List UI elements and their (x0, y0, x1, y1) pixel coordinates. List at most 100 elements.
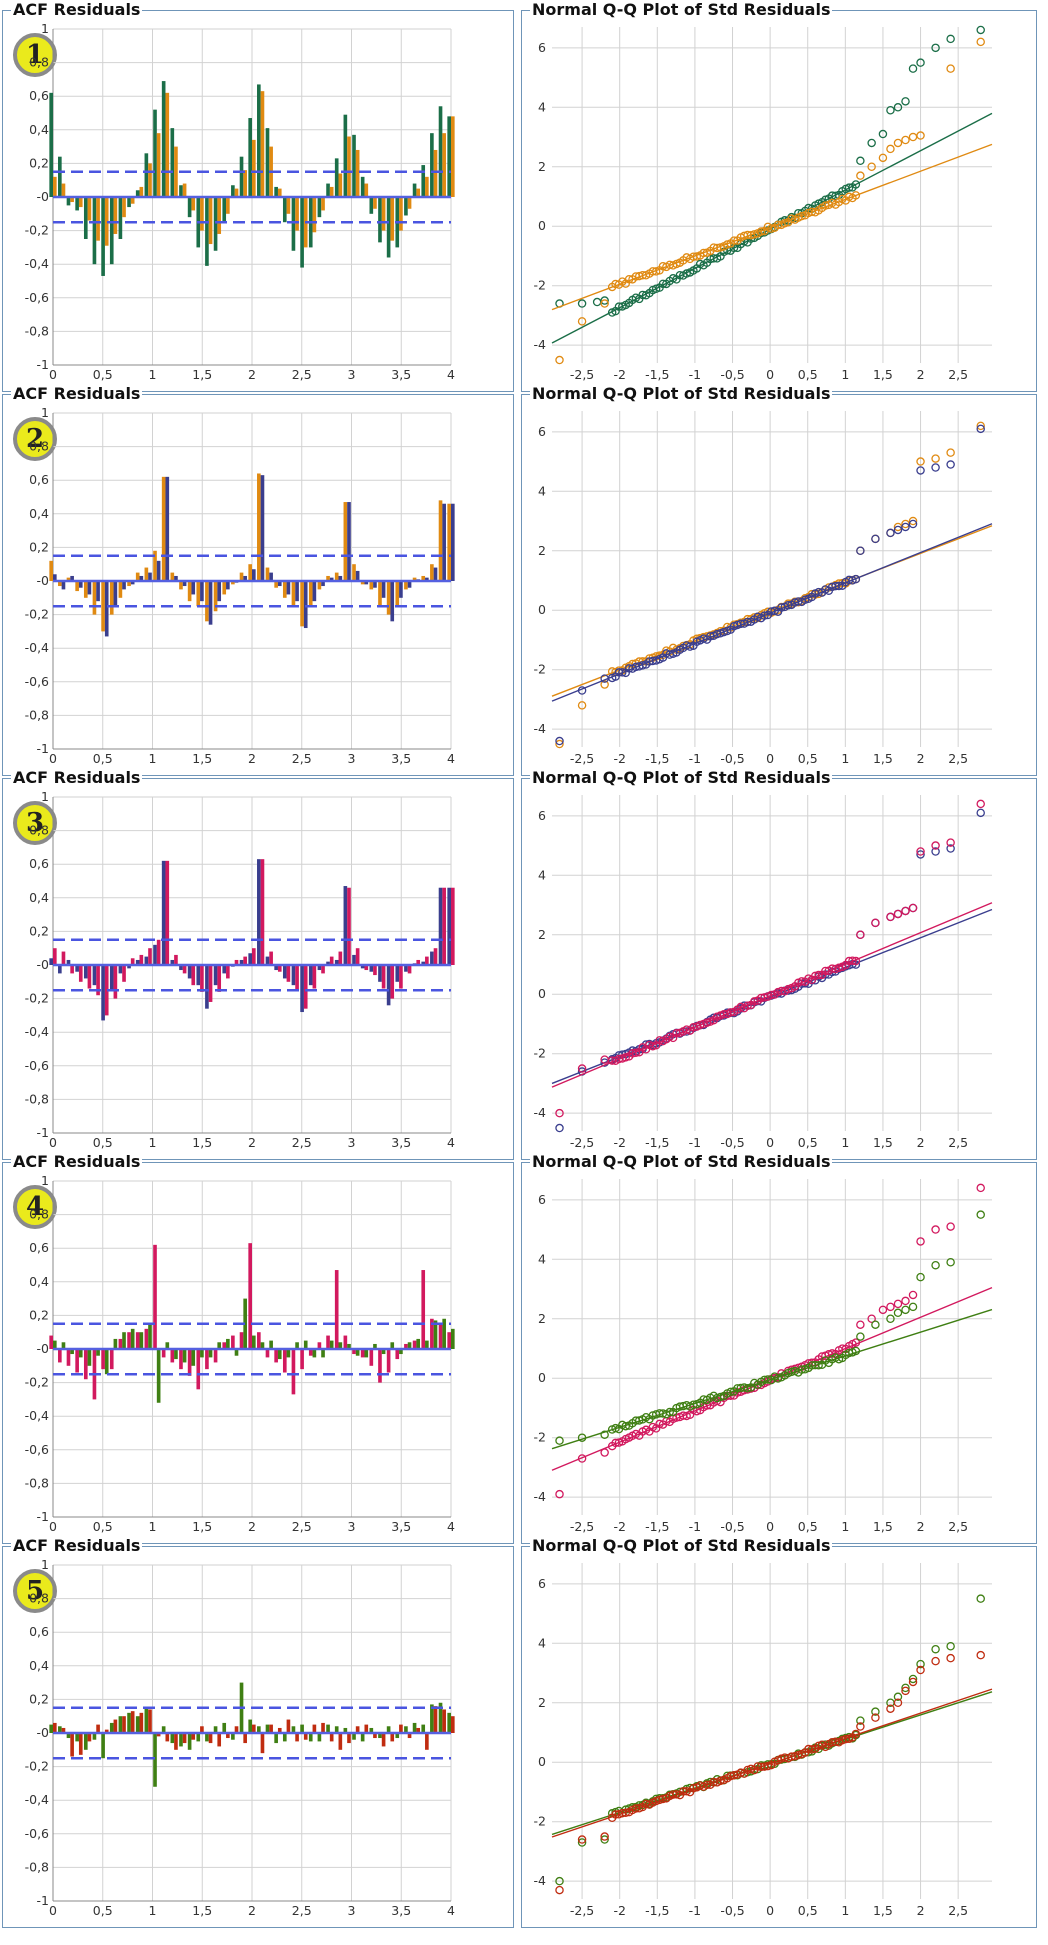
x-tick-label: 0 (49, 1135, 57, 1150)
y-tick-label: -4 (534, 721, 547, 736)
acf-bar (355, 948, 360, 965)
acf-bar (378, 1733, 382, 1739)
acf-bar (122, 197, 126, 218)
acf-bar (182, 183, 187, 197)
x-tick-label: 1 (149, 1519, 157, 1534)
qq-point (844, 183, 854, 192)
acf-bar (139, 1332, 144, 1349)
acf-bar (373, 965, 377, 976)
acf-bar (200, 965, 204, 992)
y-tick-label: 0,2 (29, 923, 49, 938)
acf-bar (156, 1349, 161, 1403)
acf-bar (252, 948, 256, 965)
qq-panel-2: Normal Q-Q Plot of Std Residuals -2,5 -2 -1… (521, 385, 1037, 776)
qq-point (871, 1320, 880, 1329)
x-tick-label: -2 (613, 1519, 625, 1534)
acf-bar (352, 1349, 356, 1355)
qq-point (931, 1644, 940, 1654)
acf-bar (78, 965, 83, 982)
acf-bar (421, 575, 426, 581)
acf-bar (347, 887, 351, 965)
acf-bar (282, 197, 287, 223)
x-tick-label: 1 (841, 367, 849, 382)
acf-bar (217, 1733, 222, 1747)
y-tick-label: 0,4 (29, 890, 49, 905)
acf-bar (326, 1724, 330, 1733)
acf-bar (303, 1340, 308, 1349)
qq-point (893, 103, 903, 112)
y-tick-label: -0 (37, 189, 50, 204)
acf-bar (265, 956, 270, 965)
acf-panel-title: ACF Residuals (11, 1536, 143, 1555)
acf-bar (243, 1733, 247, 1744)
x-tick-label: 0,5 (798, 1903, 818, 1918)
qq-point (851, 574, 861, 584)
acf-bar (122, 1332, 126, 1349)
y-tick-label: -1 (37, 357, 49, 372)
acf-bar (226, 197, 230, 214)
acf-bar (407, 1733, 412, 1739)
qq-point (867, 138, 876, 148)
x-tick-label: 2,5 (292, 1519, 312, 1534)
qq-reference-line (551, 1308, 993, 1450)
acf-bar (200, 197, 204, 231)
x-tick-label: 2 (917, 1903, 925, 1918)
acf-bar (421, 961, 426, 965)
qq-point (600, 1430, 609, 1439)
y-tick-label: 0,2 (29, 539, 49, 554)
acf-bar (165, 476, 170, 581)
x-tick-label: 0,5 (798, 1135, 818, 1150)
qq-chart: -2,5 -2 -1,5 -1 -0,5 0 0,5 1 1,5 2 2,5 -4 -2 0 2 4 6 (534, 1179, 993, 1534)
row-number-badge: 1 (13, 33, 57, 77)
acf-bar (269, 1724, 273, 1733)
qq-point (871, 534, 880, 544)
qq-point (901, 1686, 910, 1696)
acf-bar (113, 1338, 118, 1349)
qq-point (931, 454, 940, 463)
acf-bar (208, 581, 213, 625)
x-tick-label: 3 (348, 1135, 356, 1150)
y-tick-label: 0,6 (29, 856, 49, 871)
qq-point (702, 1780, 712, 1790)
qq-panel-title: Normal Q-Q Plot of Std Residuals (530, 1152, 833, 1171)
acf-bar (312, 1724, 317, 1733)
acf-bar (257, 859, 261, 965)
acf-bar (352, 954, 356, 965)
qq-point (916, 131, 925, 140)
acf-bar (127, 965, 131, 969)
acf-bar (61, 183, 66, 197)
y-tick-label: 1 (41, 1173, 49, 1188)
acf-bar (122, 581, 126, 590)
x-tick-label: 2,5 (292, 1135, 312, 1150)
qq-point (946, 34, 955, 44)
acf-bar (416, 188, 421, 197)
acf-bar (329, 1733, 334, 1742)
qq-point (555, 736, 564, 746)
acf-bar (364, 965, 369, 971)
acf-bar (260, 859, 265, 965)
acf-bar (291, 965, 296, 986)
qq-panel-title: Normal Q-Q Plot of Std Residuals (530, 384, 833, 403)
acf-bar (174, 146, 178, 197)
acf-bar (205, 1349, 209, 1370)
y-tick-label: 0,4 (29, 122, 49, 137)
acf-bar (144, 956, 149, 965)
acf-bar (321, 581, 325, 587)
acf-bar (130, 581, 135, 585)
acf-bar (277, 581, 282, 587)
acf-bar (442, 1318, 446, 1349)
acf-bar (447, 116, 451, 197)
qq-panel-title: Normal Q-Q Plot of Std Residuals (530, 768, 833, 787)
acf-bar (312, 1349, 317, 1358)
acf-bar (447, 503, 451, 581)
y-tick-label: 0 (538, 986, 546, 1001)
x-tick-label: 0 (49, 751, 57, 766)
y-tick-label: -4 (534, 337, 547, 352)
y-tick-label: 4 (538, 483, 546, 498)
acf-bar (127, 1712, 131, 1733)
x-tick-label: 1 (841, 1903, 849, 1918)
row-number-badge: 4 (13, 1185, 57, 1229)
acf-bar (386, 197, 391, 258)
acf-bar (118, 197, 123, 239)
acf-bar (381, 1349, 386, 1355)
